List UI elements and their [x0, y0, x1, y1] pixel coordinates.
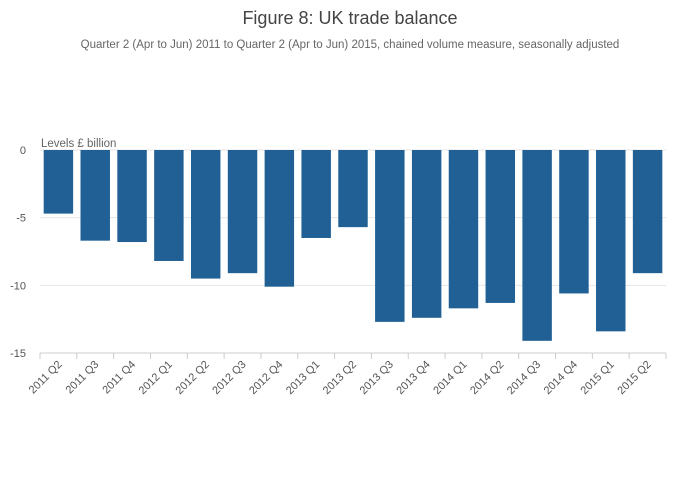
x-tick-label: 2013 Q2: [321, 359, 359, 397]
chart-subtitle: Quarter 2 (Apr to Jun) 2011 to Quarter 2…: [81, 39, 620, 51]
y-axis-label: Levels £ billion: [41, 138, 116, 150]
x-axis: [39, 352, 667, 359]
bar: [43, 150, 74, 214]
y-tick-label: -10: [10, 280, 26, 292]
x-tick-label: 2012 Q3: [210, 359, 248, 397]
bar: [264, 150, 295, 287]
x-tick-label: 2011 Q4: [100, 359, 138, 397]
x-tick-label: 2015 Q2: [615, 359, 653, 397]
bar: [632, 150, 663, 274]
x-tick-label: 2013 Q4: [394, 359, 432, 397]
x-tick-label: 2011 Q2: [27, 359, 65, 397]
bar: [375, 150, 405, 322]
bar: [117, 150, 147, 243]
x-tick-label: 2011 Q3: [64, 359, 102, 397]
bar: [448, 150, 479, 309]
bar: [80, 150, 110, 241]
bar: [154, 150, 184, 261]
bar: [596, 150, 626, 332]
y-axis-ticks: 0 -5 -10 -15: [10, 145, 26, 360]
y-tick-label: -5: [16, 213, 26, 225]
chart-title: Figure 8: UK trade balance: [242, 8, 457, 28]
x-tick-label: 2012 Q1: [137, 359, 175, 397]
x-tick-label: 2014 Q3: [505, 359, 543, 397]
y-tick-label: 0: [20, 145, 26, 157]
bar: [301, 150, 331, 238]
x-tick-label: 2012 Q2: [173, 359, 211, 397]
bar: [338, 150, 368, 228]
x-tick-label: 2014 Q1: [431, 359, 469, 397]
x-tick-label: 2015 Q1: [579, 359, 617, 397]
bar: [559, 150, 589, 294]
x-tick-label: 2014 Q4: [542, 359, 580, 397]
x-tick-label: 2013 Q3: [358, 359, 396, 397]
bars: [43, 150, 663, 341]
x-tick-label: 2012 Q4: [247, 359, 285, 397]
bar: [485, 150, 516, 303]
bar: [411, 150, 442, 318]
x-tick-label: 2014 Q2: [468, 359, 506, 397]
y-tick-label: -15: [10, 348, 26, 360]
x-tick-label: 2013 Q1: [284, 359, 322, 397]
bar: [522, 150, 552, 341]
bar: [190, 150, 221, 279]
bar: [227, 150, 258, 274]
